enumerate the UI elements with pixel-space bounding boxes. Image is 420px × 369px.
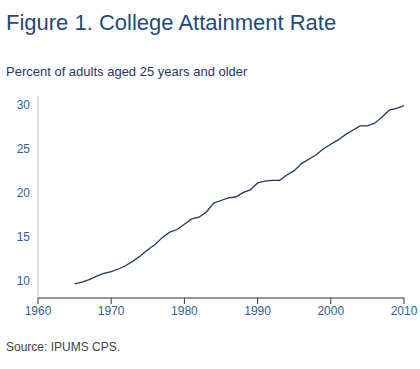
svg-text:20: 20	[17, 186, 31, 200]
svg-text:10: 10	[17, 274, 31, 288]
html-text:Percent of adults aged 25 year: Percent of adults aged 25 years and olde…	[6, 64, 248, 79]
html-text:Figure 1. College Attainment R: Figure 1. College Attainment Rate	[6, 10, 337, 35]
svg-text:1960: 1960	[25, 304, 52, 318]
svg-text:25: 25	[17, 142, 31, 156]
svg-text:2010: 2010	[391, 304, 412, 318]
svg-text:30: 30	[17, 98, 31, 112]
svg-text:2000: 2000	[317, 304, 344, 318]
html-text:Source: IPUMS CPS.: Source: IPUMS CPS.	[6, 340, 120, 354]
svg-text:1970: 1970	[98, 304, 125, 318]
svg-text:1980: 1980	[171, 304, 198, 318]
svg-text:15: 15	[17, 230, 31, 244]
svg-text:1990: 1990	[244, 304, 271, 318]
